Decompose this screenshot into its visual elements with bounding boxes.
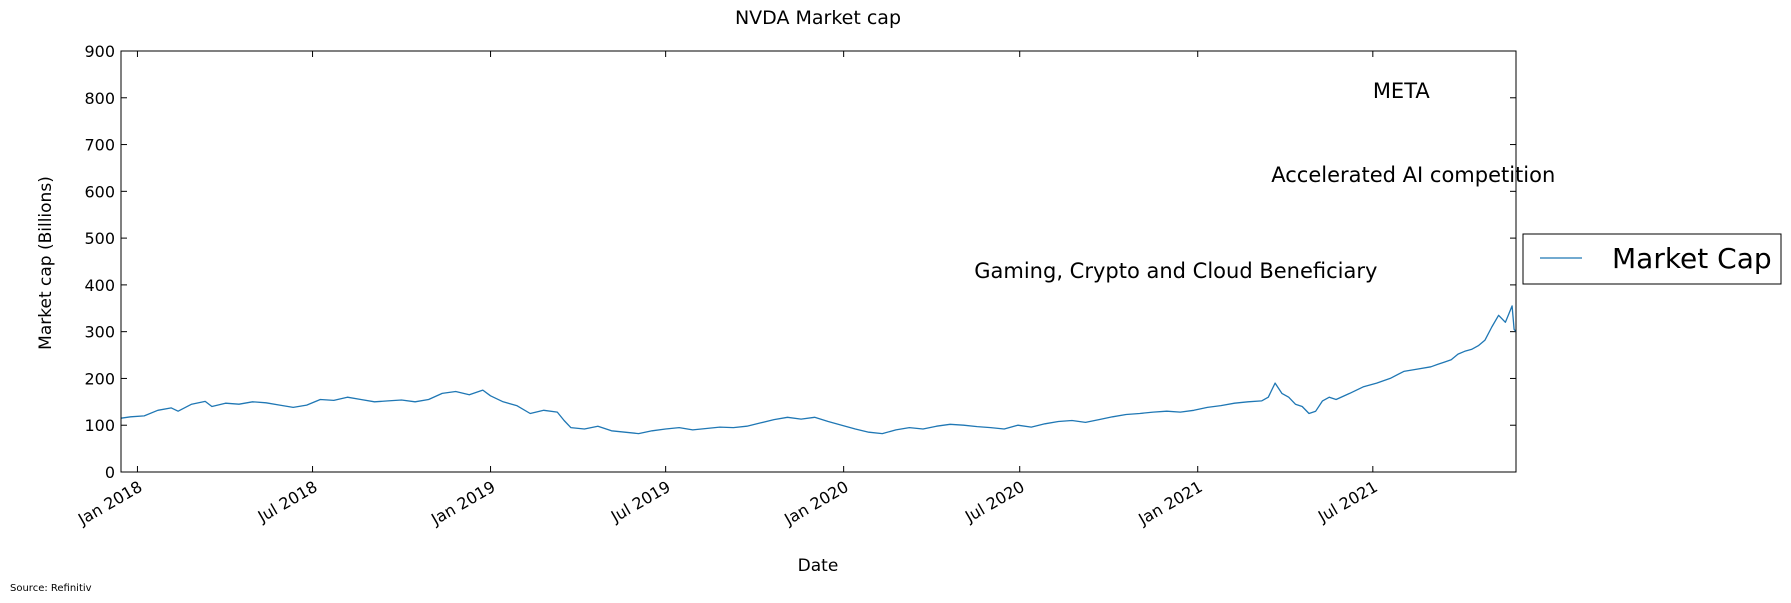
y-tick-label: 200 <box>84 369 115 388</box>
x-tick-label: Jul 2020 <box>961 477 1028 527</box>
chart-title: NVDA Market cap <box>735 7 901 29</box>
y-tick-label: 700 <box>84 136 115 155</box>
x-tick-label: Jan 2018 <box>74 477 145 529</box>
series-line-market-cap <box>120 305 1517 435</box>
y-tick-label: 600 <box>84 182 115 201</box>
legend: Market Cap <box>1522 233 1782 285</box>
x-tick-label: Jul 2019 <box>607 477 674 527</box>
y-tick-label: 400 <box>84 276 115 295</box>
x-tick-label: Jul 2021 <box>1314 477 1381 527</box>
y-tick-label: 300 <box>84 323 115 342</box>
y-tick-label: 800 <box>84 89 115 108</box>
y-tick-label: 900 <box>84 42 115 61</box>
x-tick-label: Jan 2019 <box>427 477 498 529</box>
y-tick-label: 0 <box>105 463 115 482</box>
plot-frame <box>120 50 1517 473</box>
y-axis-title: Market cap (Billions) <box>36 176 56 350</box>
y-tick-label: 100 <box>84 416 115 435</box>
x-axis-title: Date <box>798 556 839 576</box>
legend-box <box>1522 233 1782 285</box>
plot-area: 0 100 200 300 400 500 600 700 800 900 Jan 2018 Jul … <box>74 42 1555 529</box>
annotation-label: Accelerated AI competition <box>1271 163 1555 187</box>
x-tick-label: Jan 2021 <box>1134 477 1205 529</box>
legend-label-market-cap: Market Cap <box>1612 242 1772 275</box>
x-tick-label: Jan 2020 <box>780 477 851 529</box>
x-tick-label: Jul 2018 <box>254 477 321 527</box>
annotation-label: META <box>1373 79 1431 103</box>
annotation-label: Gaming, Crypto and Cloud Beneficiary <box>974 259 1377 283</box>
y-tick-label: 500 <box>84 229 115 248</box>
source-note: Source: Refinitiv <box>10 583 92 594</box>
